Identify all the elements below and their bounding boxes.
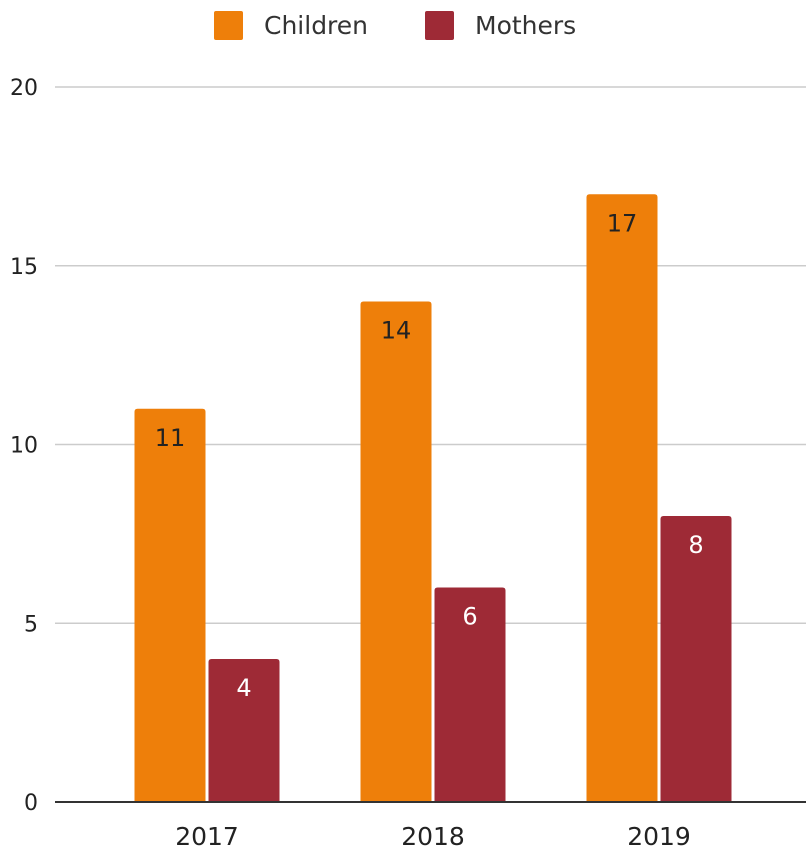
bar-children-2018 bbox=[360, 301, 432, 802]
bar-mothers-2018 bbox=[434, 587, 506, 802]
y-tick-label: 20 bbox=[10, 76, 38, 101]
x-tick-label: 2018 bbox=[401, 822, 465, 851]
x-tick-label: 2017 bbox=[175, 822, 239, 851]
y-tick-label: 15 bbox=[10, 255, 38, 280]
bar-children-2019 bbox=[586, 194, 658, 802]
bar-children-2017 bbox=[134, 408, 206, 802]
bar-mothers-2017 bbox=[208, 659, 280, 802]
legend-label-children: Children bbox=[264, 11, 368, 40]
data-label-children-2019: 17 bbox=[607, 209, 638, 237]
legend-swatch-mothers bbox=[425, 11, 454, 40]
legend-swatch-children bbox=[214, 11, 243, 40]
data-label-children-2017: 11 bbox=[155, 424, 186, 452]
x-tick-label: 2019 bbox=[627, 822, 691, 851]
data-label-mothers-2017: 4 bbox=[236, 674, 251, 702]
y-tick-label: 0 bbox=[24, 791, 38, 816]
y-tick-label: 10 bbox=[10, 434, 38, 459]
data-label-mothers-2018: 6 bbox=[462, 603, 477, 631]
data-label-children-2018: 14 bbox=[381, 317, 412, 345]
data-label-mothers-2019: 8 bbox=[688, 531, 703, 559]
data-labels: 11 4 14 6 17 8 bbox=[155, 209, 704, 702]
bars bbox=[134, 194, 732, 802]
y-axis-ticks: 0 5 10 15 20 bbox=[10, 76, 38, 816]
legend-label-mothers: Mothers bbox=[475, 11, 576, 40]
legend: Children Mothers bbox=[214, 11, 576, 40]
x-axis: 2017 2018 2019 bbox=[55, 801, 806, 851]
y-tick-label: 5 bbox=[24, 612, 38, 637]
bar-mothers-2019 bbox=[660, 516, 732, 802]
